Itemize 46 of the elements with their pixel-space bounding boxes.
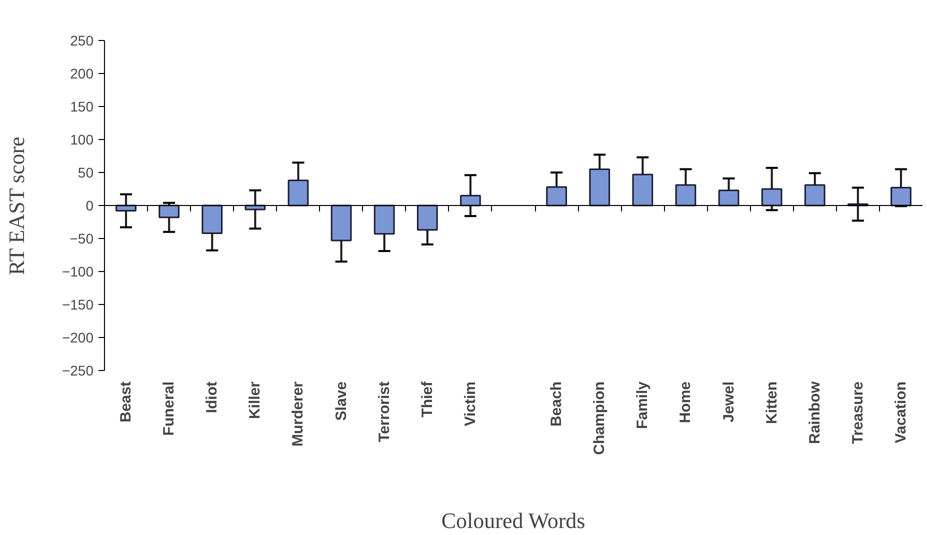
x-tick-label: Jewel xyxy=(720,381,738,422)
y-tick-label: 50 xyxy=(78,164,94,180)
x-tick-label: Beach xyxy=(548,381,566,427)
y-tick-label: −100 xyxy=(62,264,94,280)
y-axis-title: RT EAST score xyxy=(4,136,29,276)
x-axis-title: Coloured Words xyxy=(441,508,586,533)
bar xyxy=(546,186,567,206)
y-tick-label: 250 xyxy=(70,32,94,48)
bar xyxy=(416,204,438,231)
x-tick-label: Victim xyxy=(462,381,479,426)
bar xyxy=(202,204,223,234)
bar xyxy=(460,194,481,206)
bar xyxy=(804,184,826,206)
bar xyxy=(589,168,610,206)
bar xyxy=(675,184,696,206)
bar xyxy=(890,186,912,206)
x-tick-label: Thief xyxy=(418,380,436,418)
x-tick-label: Family xyxy=(634,380,652,430)
y-tick-label: 0 xyxy=(86,198,94,214)
x-tick-label: Beast xyxy=(118,381,135,422)
bar xyxy=(761,188,782,206)
y-tick-label: 100 xyxy=(70,132,94,148)
bar xyxy=(158,204,180,218)
y-tick-label: 200 xyxy=(70,66,94,82)
x-tick-label: Funeral xyxy=(160,381,178,436)
bar xyxy=(288,180,309,206)
x-tick-label: Slave xyxy=(332,381,350,421)
x-tick-label: Kitten xyxy=(763,381,780,424)
bar xyxy=(374,204,395,235)
bar xyxy=(718,190,740,206)
x-tick-label: Killer xyxy=(246,381,264,420)
x-tick-label: Home xyxy=(677,381,694,424)
y-tick-label: −200 xyxy=(62,330,94,346)
x-tick-label: Idiot xyxy=(204,381,221,414)
y-tick-label: −250 xyxy=(62,362,94,378)
y-tick-label: −150 xyxy=(62,296,94,312)
bar xyxy=(330,204,352,242)
y-tick-label: 150 xyxy=(70,98,94,114)
x-tick-label: Champion xyxy=(591,381,608,455)
x-tick-label: Vacation xyxy=(892,381,910,444)
y-tick-label: −50 xyxy=(70,230,94,246)
x-tick-label: Treasure xyxy=(849,381,866,444)
x-tick-label: Terrorist xyxy=(376,381,393,442)
bar xyxy=(632,174,654,206)
x-tick-label: Rainbow xyxy=(806,381,824,444)
x-tick-label: Murderer xyxy=(290,381,307,447)
